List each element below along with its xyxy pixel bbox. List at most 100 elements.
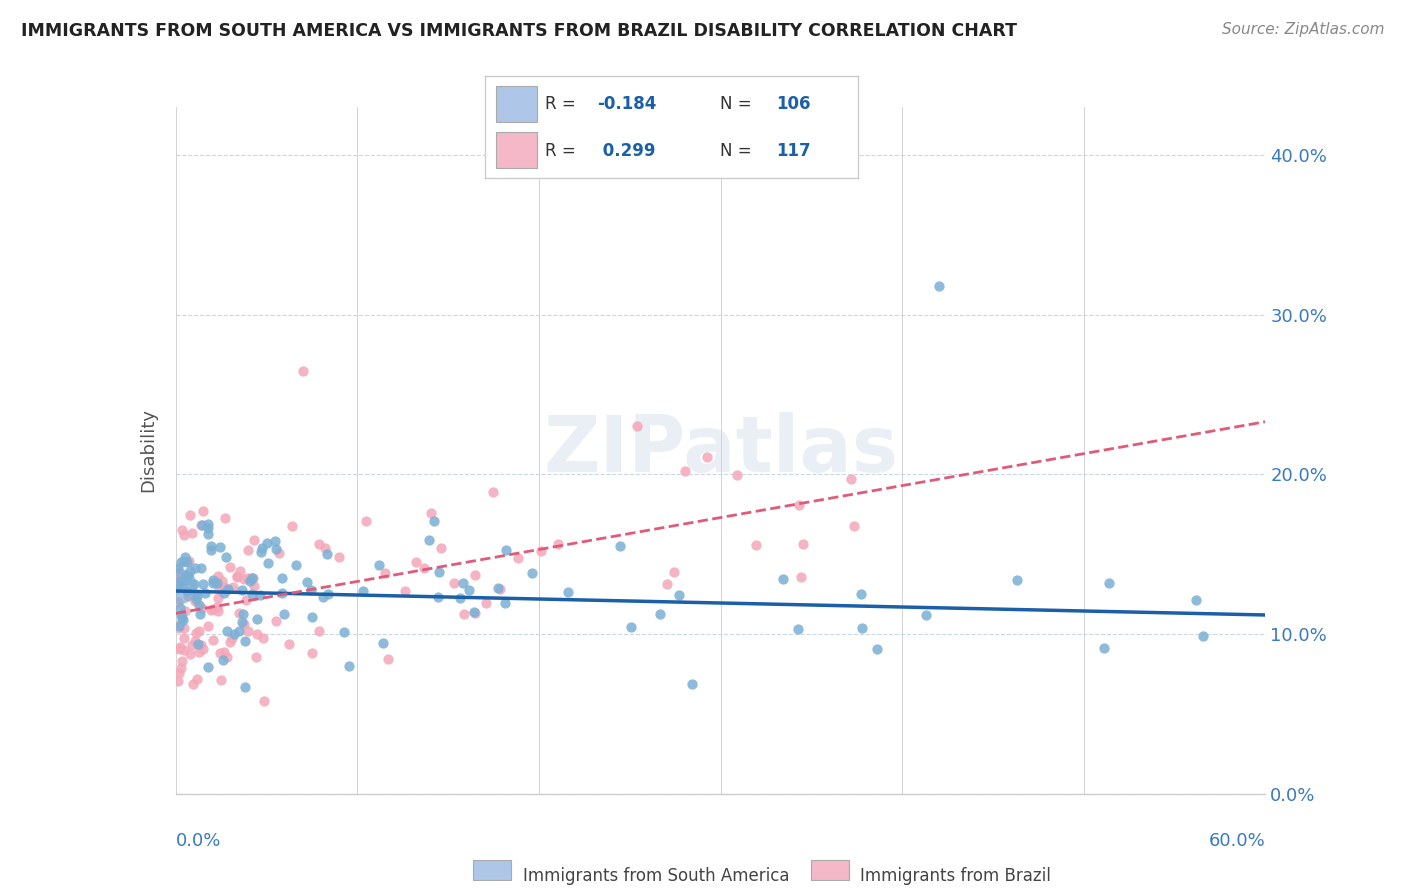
Point (301, 646, 323, 660)
Point (197, 526, 219, 541)
Point (249, 588, 271, 602)
Point (297, 575, 319, 590)
Point (264, 614, 287, 628)
Point (787, 498, 810, 512)
Point (626, 419, 648, 434)
Point (662, 565, 685, 579)
Point (167, 665, 190, 680)
Point (167, 595, 190, 609)
Point (609, 540, 631, 554)
Point (222, 627, 245, 641)
Point (243, 533, 266, 547)
Point (851, 587, 873, 601)
Point (474, 596, 496, 610)
Point (839, 472, 862, 486)
Point (170, 555, 193, 569)
Text: 60.0%: 60.0% (1209, 831, 1265, 850)
Point (1007, 573, 1029, 587)
Text: Immigrants from Brazil: Immigrants from Brazil (860, 867, 1052, 885)
Point (240, 571, 263, 585)
Point (494, 596, 516, 610)
Text: Source: ZipAtlas.com: Source: ZipAtlas.com (1222, 22, 1385, 37)
Point (169, 577, 191, 591)
Point (176, 584, 198, 599)
Point (463, 605, 485, 619)
Point (394, 583, 416, 598)
Point (557, 584, 579, 599)
Text: R =: R = (544, 142, 581, 160)
Point (174, 549, 197, 564)
Point (205, 600, 228, 615)
Point (201, 602, 224, 616)
Text: N =: N = (720, 95, 756, 112)
Point (209, 646, 232, 660)
Point (169, 640, 191, 655)
Point (188, 607, 211, 621)
Point (264, 533, 287, 548)
Text: 117: 117 (776, 142, 810, 160)
Point (176, 555, 198, 569)
Point (170, 661, 193, 675)
Point (184, 588, 207, 602)
Point (173, 631, 195, 645)
Point (193, 577, 215, 591)
Point (194, 585, 217, 599)
Point (191, 642, 214, 657)
Point (173, 621, 195, 635)
Point (214, 511, 236, 525)
Point (187, 637, 209, 651)
Point (426, 591, 449, 605)
Point (308, 537, 330, 551)
Text: 0.0%: 0.0% (176, 831, 221, 850)
Point (207, 569, 229, 583)
Point (184, 634, 207, 648)
Point (179, 508, 201, 523)
Point (201, 575, 224, 590)
Point (423, 514, 446, 528)
Point (277, 638, 299, 652)
Point (187, 644, 209, 658)
Point (170, 654, 193, 668)
Point (301, 609, 323, 624)
Point (201, 633, 224, 648)
Point (167, 618, 190, 632)
Point (217, 582, 239, 596)
Point (530, 544, 553, 558)
Point (169, 617, 191, 632)
Point (169, 574, 191, 588)
Point (174, 604, 197, 618)
Point (179, 648, 201, 662)
Point (914, 607, 936, 622)
Point (281, 519, 304, 533)
Point (495, 543, 517, 558)
Point (209, 673, 232, 687)
Point (221, 631, 243, 645)
Point (174, 573, 197, 587)
Point (744, 538, 766, 552)
Bar (496, 87, 537, 122)
Text: ZIPatlas: ZIPatlas (543, 412, 898, 489)
Point (228, 607, 250, 621)
Point (271, 571, 294, 585)
Point (239, 574, 262, 589)
Point (218, 559, 240, 574)
Point (256, 535, 278, 549)
Point (217, 624, 239, 639)
Point (668, 588, 690, 602)
Point (866, 641, 889, 656)
Point (314, 541, 336, 555)
Point (418, 533, 440, 548)
Point (253, 694, 276, 708)
Text: 106: 106 (776, 95, 810, 112)
Point (1192, 629, 1215, 643)
Point (851, 621, 873, 635)
Point (337, 659, 360, 673)
Point (236, 543, 259, 558)
Text: -0.184: -0.184 (596, 95, 657, 112)
Point (169, 601, 191, 615)
Point (172, 613, 194, 627)
Point (284, 558, 307, 573)
Point (207, 603, 229, 617)
Point (250, 545, 273, 559)
Point (166, 674, 188, 689)
